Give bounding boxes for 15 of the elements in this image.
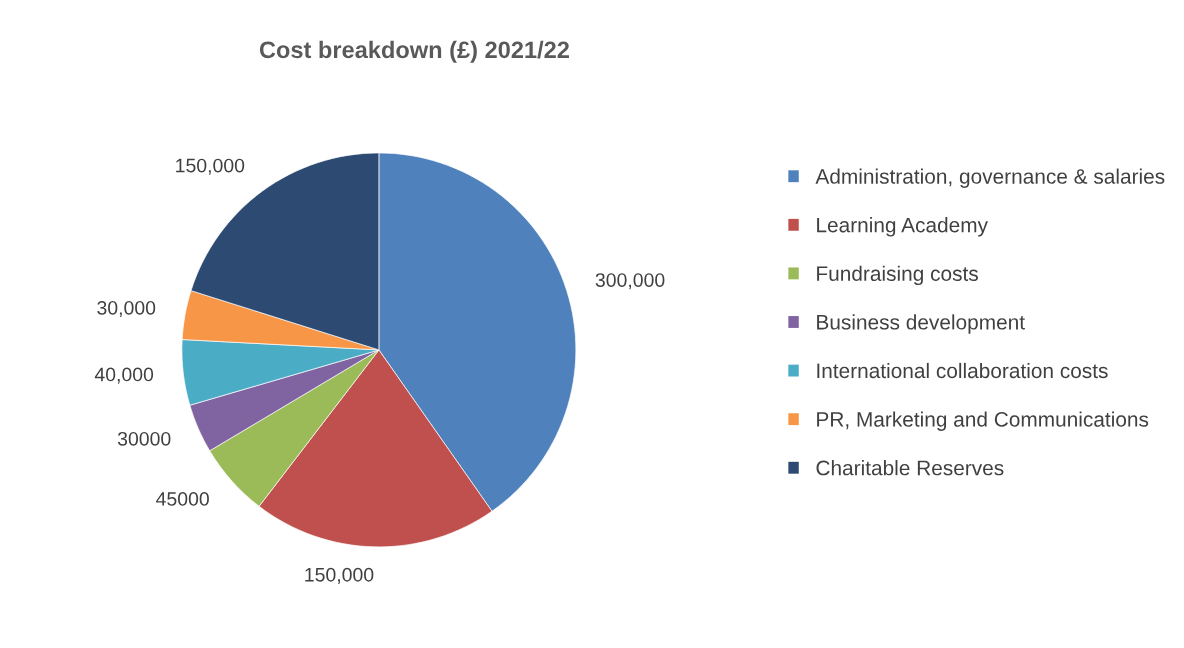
- data-label: 30000: [117, 431, 171, 446]
- data-label: 45000: [156, 492, 209, 506]
- legend-label: PR, Marketing and Communications: [817, 411, 1149, 431]
- legend-label: International collaboration costs: [817, 362, 1108, 379]
- data-label: 40,000: [94, 367, 154, 384]
- legend-label: Fundraising costs: [817, 265, 978, 286]
- data-label: 300,000: [595, 273, 665, 290]
- legend-label: Administration, governance & salaries: [815, 168, 1165, 188]
- legend-label: Business development: [817, 314, 1025, 334]
- legend-label: Learning Academy: [817, 217, 988, 237]
- legend-label: Charitable Reserves: [816, 460, 1004, 476]
- data-label: 150,000: [176, 158, 245, 175]
- data-label: 30,000: [97, 300, 156, 318]
- data-label: 150,000: [305, 567, 374, 584]
- chart-title: Cost breakdown (£) 2021/22: [259, 40, 569, 63]
